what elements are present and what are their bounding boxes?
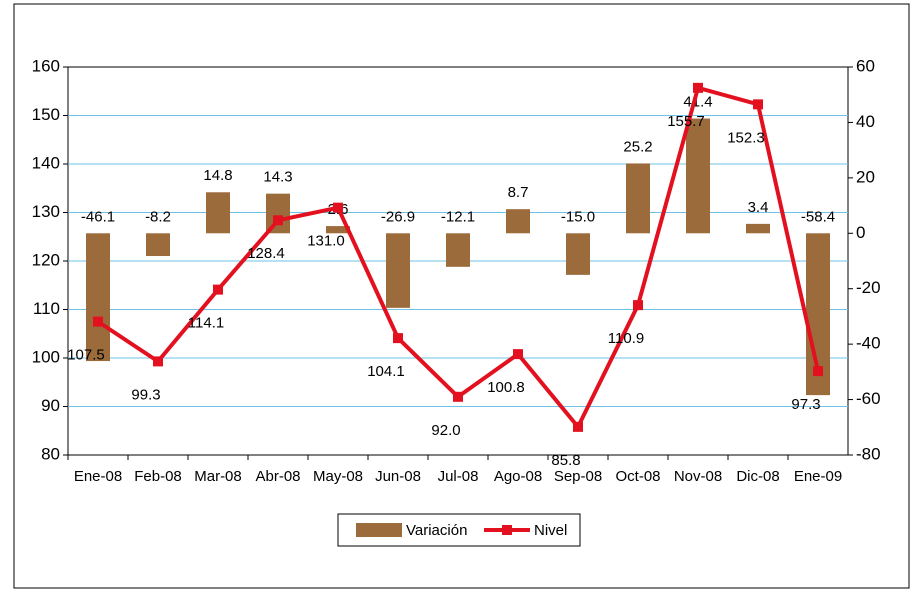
line-marker [633, 300, 643, 311]
y2-tick-label: 20 [856, 167, 875, 186]
line-value-label: 152.3 [727, 129, 765, 146]
y2-tick-label: -20 [856, 278, 881, 297]
y-tick-label: 130 [32, 202, 60, 221]
x-tick-label: Nov-08 [674, 468, 722, 485]
x-tick-label: Jul-08 [438, 468, 479, 485]
bar-value-label: -46.1 [81, 208, 115, 225]
line-value-label: 92.0 [431, 422, 460, 439]
bar [686, 118, 710, 234]
line-value-label: 104.1 [367, 363, 405, 380]
y-tick-label: 110 [33, 299, 60, 318]
x-tick-label: Mar-08 [194, 468, 242, 485]
y-tick-label: 120 [32, 250, 60, 269]
x-tick-label: Ene-09 [794, 468, 842, 485]
legend-swatch-marker [502, 525, 512, 535]
bar-value-label: -8.2 [145, 208, 171, 225]
line-marker [273, 215, 283, 226]
bar [146, 233, 170, 257]
bar-value-label: -15.0 [561, 208, 595, 225]
x-tick-label: Ago-08 [494, 468, 542, 485]
x-tick-label: Feb-08 [134, 468, 182, 485]
line-marker [93, 316, 103, 327]
line-value-label: 110.9 [608, 330, 644, 347]
y2-tick-label: 0 [856, 223, 865, 242]
y2-tick-label: -80 [856, 444, 881, 463]
line-marker [213, 284, 223, 295]
x-tick-label: Jun-08 [375, 468, 421, 485]
y-tick-label: 80 [41, 444, 60, 463]
y-tick-label: 160 [32, 56, 60, 75]
line-value-label: 99.3 [131, 386, 160, 403]
line-value-label: 128.4 [247, 245, 285, 262]
bar-value-label: -58.4 [801, 208, 835, 225]
legend-label: Nivel [534, 522, 567, 539]
bar [626, 163, 650, 234]
line-value-label: 155.7 [667, 113, 705, 130]
bar [326, 226, 350, 234]
bar [446, 233, 470, 267]
y-tick-label: 100 [32, 347, 60, 366]
bar-value-label: 3.4 [748, 199, 769, 216]
line-marker [153, 356, 163, 367]
line-marker [513, 349, 523, 360]
x-tick-label: May-08 [313, 468, 363, 485]
y-tick-label: 90 [41, 396, 60, 415]
x-tick-label: Ene-08 [74, 468, 122, 485]
y-tick-label: 150 [32, 105, 60, 124]
legend-swatch [356, 523, 402, 537]
line-value-label: 97.3 [791, 396, 820, 413]
bar [506, 209, 530, 234]
bar-value-label: 8.7 [508, 184, 529, 201]
line-marker [813, 366, 823, 377]
y2-tick-label: -60 [856, 389, 881, 408]
bar [206, 192, 230, 234]
line-value-label: 100.8 [487, 379, 525, 396]
bar-value-label: 14.8 [203, 167, 232, 184]
bar-value-label: 41.4 [683, 94, 712, 111]
bar [86, 233, 110, 362]
bar-value-label: -12.1 [441, 208, 475, 225]
line-marker [693, 82, 703, 93]
line-marker [333, 202, 343, 213]
line-value-label: 85.8 [551, 452, 580, 469]
line-marker [753, 99, 763, 110]
line-marker [453, 391, 463, 402]
bar [746, 223, 770, 234]
line-marker [573, 421, 583, 432]
x-tick-label: Dic-08 [736, 468, 779, 485]
bar [566, 233, 590, 275]
y2-tick-label: 60 [856, 56, 875, 75]
y2-tick-label: -40 [856, 334, 881, 353]
line-value-label: 114.1 [188, 315, 224, 332]
x-tick-label: Sep-08 [554, 468, 602, 485]
line-value-label: 107.5 [67, 347, 105, 364]
line-marker [393, 333, 403, 344]
y2-tick-label: 40 [856, 112, 875, 131]
bar-value-label: 14.3 [263, 169, 292, 186]
y-tick-label: 140 [32, 153, 60, 172]
bar [386, 233, 410, 308]
legend-label: Variación [406, 522, 467, 539]
bar-value-label: -26.9 [381, 208, 415, 225]
bar-value-label: 25.2 [623, 138, 652, 155]
x-tick-label: Oct-08 [615, 468, 660, 485]
line-value-label: 131.0 [307, 233, 345, 250]
x-tick-label: Abr-08 [255, 468, 300, 485]
